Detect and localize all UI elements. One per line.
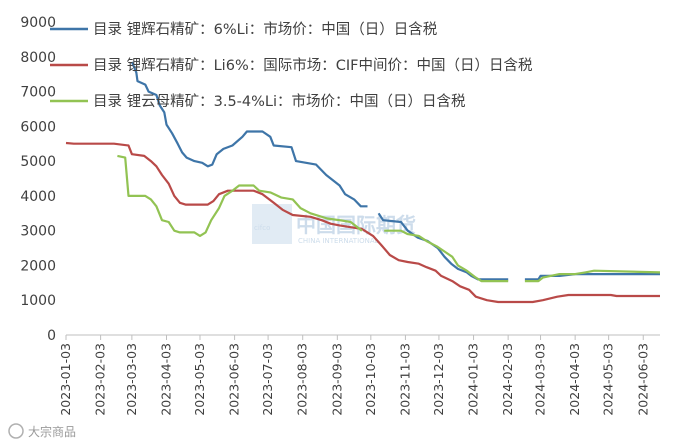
x-tick-label-7: 2023-08-03 (295, 343, 310, 416)
x-tick-label-9: 2023-10-03 (363, 343, 378, 416)
y-tick-label-3: 3000 (20, 224, 56, 240)
x-tick-label-12: 2024-01-03 (466, 343, 481, 416)
x-tick-label-1: 2023-02-03 (93, 343, 108, 416)
x-tick-label-11: 2023-12-03 (431, 343, 446, 416)
source-logo-icon (8, 423, 24, 439)
x-tick-label-6: 2023-07-03 (260, 343, 275, 416)
plot-area (65, 61, 661, 304)
y-tick-label-9: 9000 (20, 15, 56, 31)
x-tick-label-17: 2024-06-03 (635, 343, 650, 416)
x-tick-label-2: 2023-03-03 (124, 343, 139, 416)
y-tick-label-6: 6000 (20, 119, 56, 135)
series-line-2 (117, 154, 661, 283)
watermark-mark: cifco (254, 224, 270, 232)
axes: 0 1000 2000 3000 4000 5000 6000 7000 8000 9000 202… (20, 15, 660, 416)
y-tick-label-8: 8000 (20, 50, 56, 66)
x-tick-label-0: 2023-01-03 (58, 343, 73, 416)
x-tick-label-10: 2023-11-03 (397, 343, 412, 416)
y-tick-label-1: 1000 (20, 293, 56, 309)
x-tick-label-13: 2024-02-03 (500, 343, 515, 416)
y-tick-label-4: 4000 (20, 189, 56, 205)
series-line-1 (65, 141, 660, 304)
legend-label-1: 目录 锂辉石精矿：Li6%：国际市场：CIF中间价：中国（日）日含税 (93, 57, 533, 74)
source-label: 大宗商品 (28, 424, 76, 439)
watermark-brand-en: CHINA INTERNATIONAL (298, 237, 379, 245)
y-tick-label-2: 2000 (20, 258, 56, 274)
x-tick-label-16: 2024-05-03 (601, 343, 616, 416)
footer: 大宗商品 (8, 423, 76, 439)
x-tick-label-3: 2023-04-03 (158, 343, 173, 416)
legend-label-2: 目录 锂云母精矿：3.5-4%Li：市场价：中国（日）日含税 (93, 93, 466, 110)
x-tick-label-15: 2024-04-03 (567, 343, 582, 416)
x-tick-label-14: 2024-03-03 (533, 343, 548, 416)
x-tick-label-8: 2023-09-03 (329, 343, 344, 416)
x-tick-label-4: 2023-05-03 (192, 343, 207, 416)
y-tick-label-0: 0 (47, 328, 56, 344)
y-tick-label-7: 7000 (20, 85, 56, 101)
legend-label-0: 目录 锂辉石精矿：6%Li：市场价：中国（日）日含税 (93, 21, 438, 38)
x-tick-label-5: 2023-06-03 (227, 343, 242, 416)
y-tick-label-5: 5000 (20, 154, 56, 170)
